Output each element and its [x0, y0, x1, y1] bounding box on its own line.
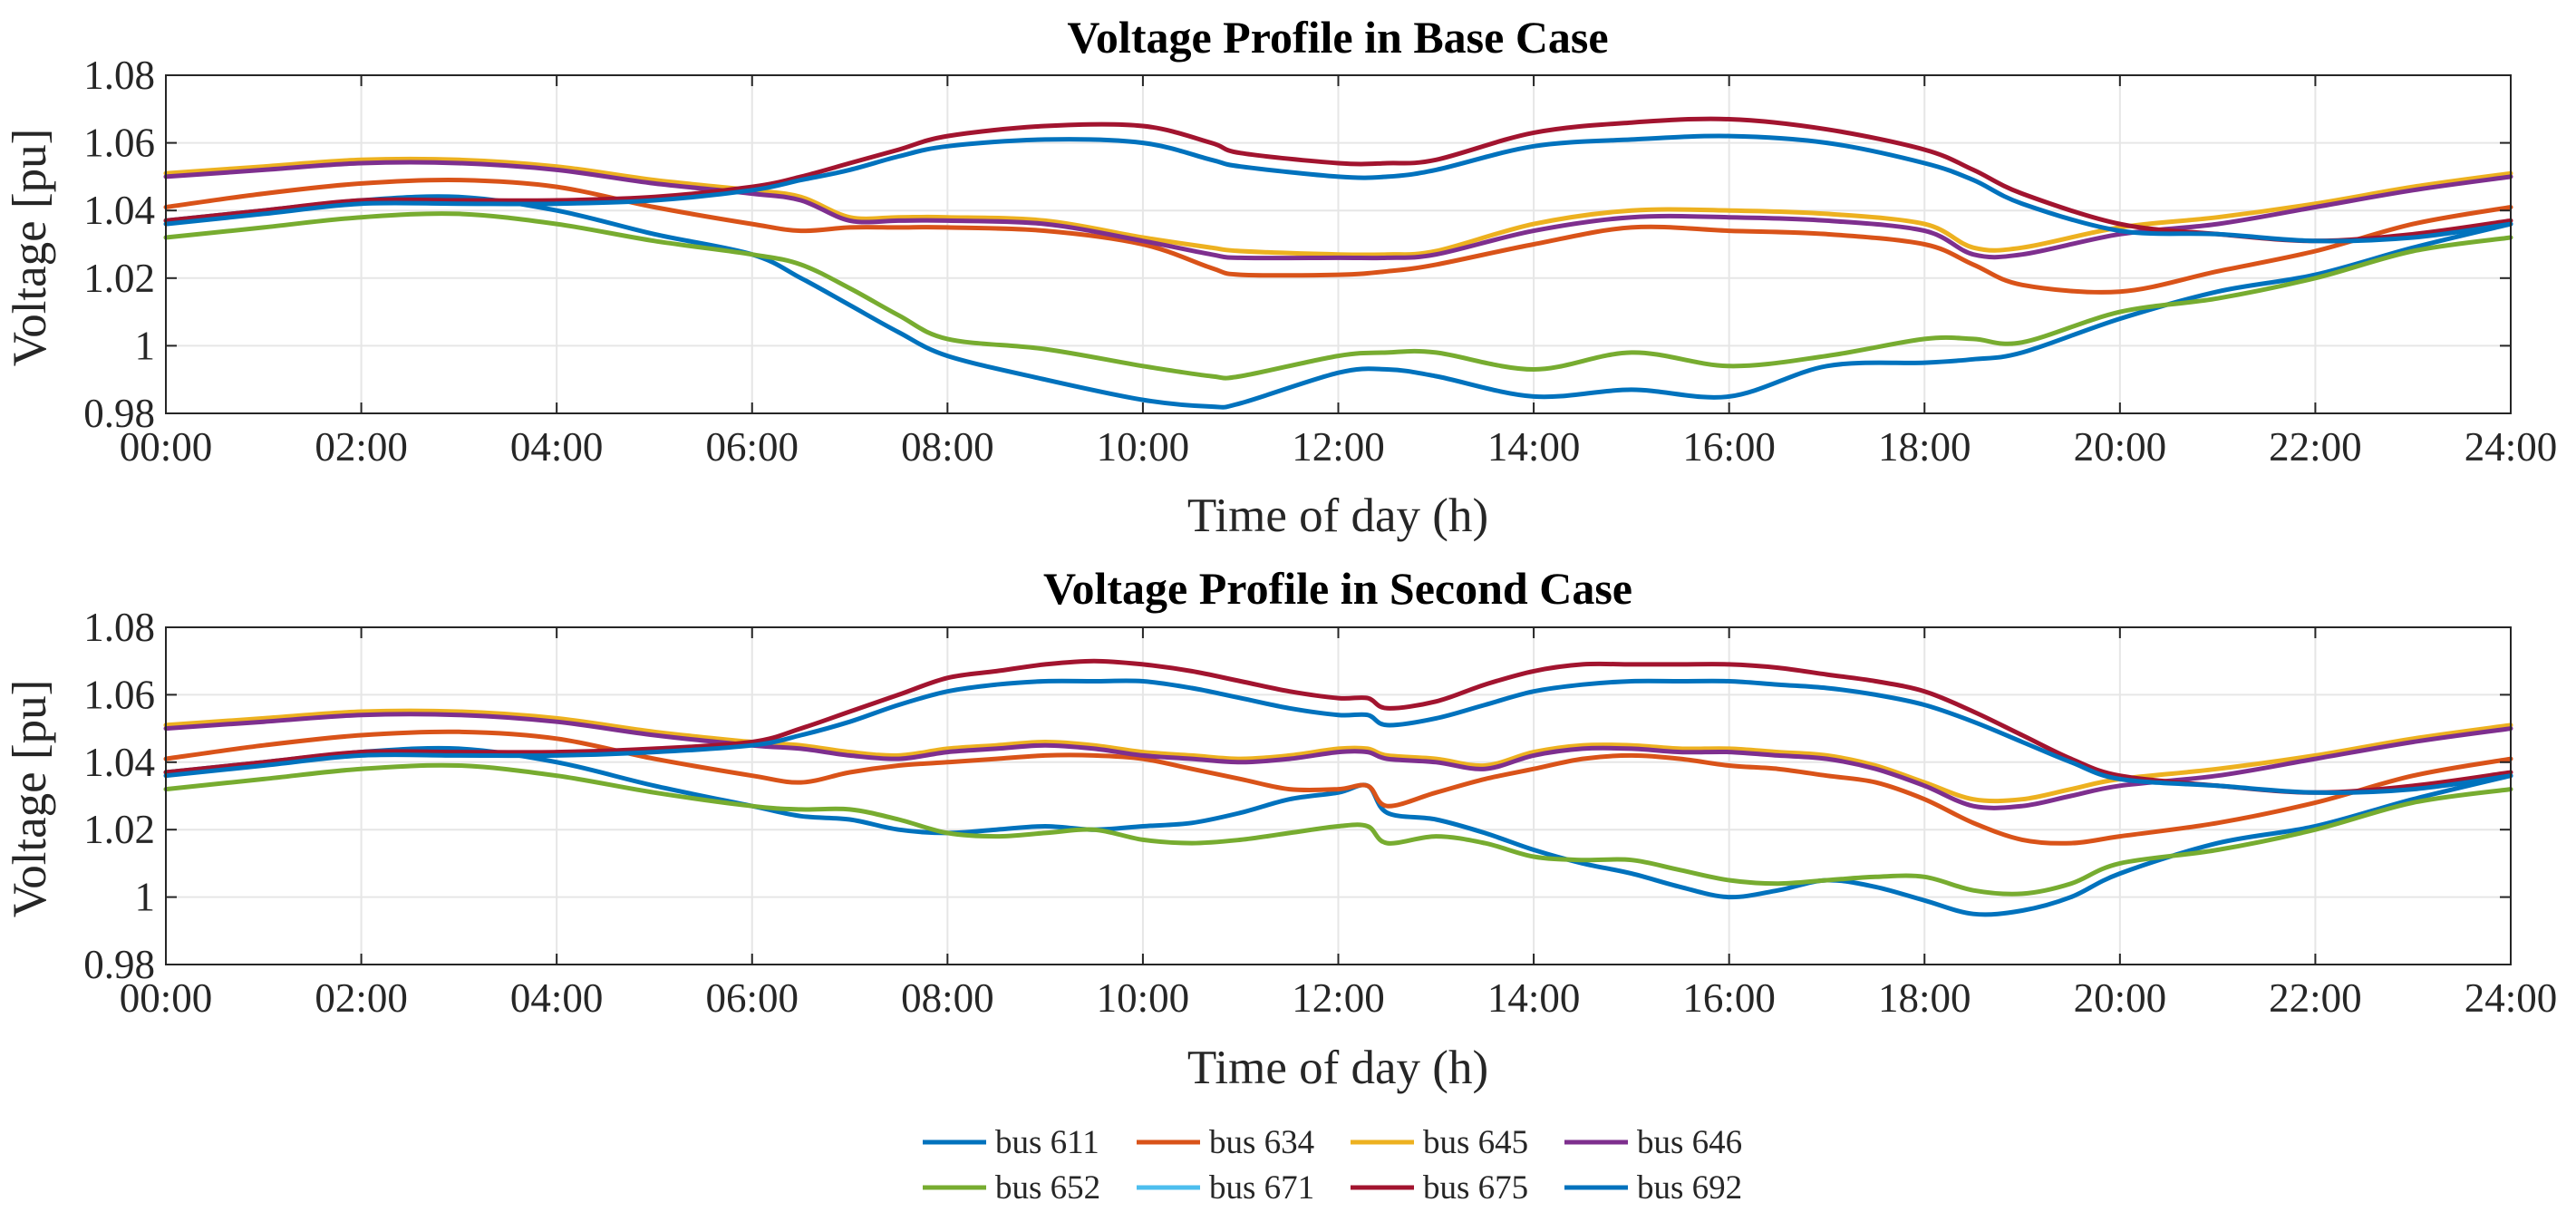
y-tick-label: 0.98	[83, 942, 155, 987]
y-tick-label: 1.08	[83, 53, 155, 98]
x-tick-label: 14:00	[1487, 424, 1581, 470]
legend-box	[908, 1112, 1762, 1211]
x-tick-label: 24:00	[2465, 424, 2558, 470]
y-tick-label: 0.98	[83, 391, 155, 436]
y-tick-label: 1.06	[83, 672, 155, 717]
x-axis-label: Time of day (h)	[1187, 1042, 1488, 1094]
chart-legend: bus 611 bus 634 bus 645 bus 646 bus 652 bus 6…	[908, 1112, 1762, 1211]
y-tick-label: 1	[135, 323, 156, 368]
x-tick-label: 04:00	[510, 424, 604, 470]
y-tick-label: 1.02	[83, 807, 155, 852]
x-tick-label: 08:00	[901, 975, 994, 1021]
series-line-bus-675	[163, 116, 2513, 244]
series-line-bus-652	[163, 211, 2513, 381]
x-tick-label: 06:00	[705, 424, 799, 470]
series-line-bus-692	[163, 678, 2513, 795]
y-axis-label: Voltage [pu]	[4, 680, 56, 918]
y-tick-label: 1.04	[83, 740, 155, 785]
x-tick-label: 20:00	[2074, 975, 2167, 1021]
chart-panel-second-case: Voltage Profile in Second Case 00:00 02:0…	[4, 563, 2557, 1094]
y-tick-label: 1.06	[83, 121, 155, 166]
y-axis-label: Voltage [pu]	[4, 129, 56, 367]
x-tick-label: 04:00	[510, 975, 604, 1021]
x-tick-label: 14:00	[1487, 975, 1581, 1021]
chart-title: Voltage Profile in Base Case	[1067, 12, 1608, 63]
series-lines	[163, 116, 2513, 410]
legend-label: bus 645	[1423, 1124, 1528, 1161]
x-tick-label: 20:00	[2074, 424, 2167, 470]
y-tick-label: 1.08	[83, 605, 155, 650]
y-tick-label: 1.02	[83, 256, 155, 301]
grid-lines	[165, 626, 2512, 965]
x-tick-label: 16:00	[1682, 424, 1776, 470]
legend-label: bus 634	[1209, 1124, 1314, 1161]
x-tick-label: 10:00	[1097, 424, 1190, 470]
series-line-bus-634	[163, 729, 2513, 846]
series-line-bus-634	[163, 177, 2513, 295]
legend-label: bus 611	[995, 1124, 1099, 1161]
chart-panel-base-case: Voltage Profile in Base Case 00:00 02:00 0…	[4, 12, 2557, 542]
x-tick-label: 18:00	[1878, 975, 1971, 1021]
x-tick-label: 00:00	[120, 975, 213, 1021]
chart-title: Voltage Profile in Second Case	[1043, 563, 1632, 614]
legend-label: bus 646	[1637, 1124, 1742, 1161]
series-line-bus-645	[163, 156, 2513, 257]
x-tick-label: 02:00	[315, 424, 408, 470]
x-tick-label: 12:00	[1292, 424, 1385, 470]
legend-label: bus 692	[1637, 1169, 1742, 1207]
y-tick-label: 1	[135, 875, 156, 920]
x-tick-label: 22:00	[2269, 424, 2362, 470]
x-tick-label: 06:00	[705, 975, 799, 1021]
x-tick-label: 12:00	[1292, 975, 1385, 1021]
axis-ticks: 00:00 02:00 04:00 06:00 08:00 10:00 12:00 14:00…	[83, 53, 2557, 470]
series-line-bus-675	[163, 658, 2513, 795]
x-tick-label: 10:00	[1097, 975, 1190, 1021]
series-lines	[163, 658, 2513, 917]
axis-ticks: 00:00 02:00 04:00 06:00 08:00 10:00 12:00 14:00…	[83, 605, 2557, 1021]
x-tick-label: 02:00	[315, 975, 408, 1021]
grid-lines	[165, 74, 2512, 414]
x-tick-label: 24:00	[2465, 975, 2558, 1021]
legend-label: bus 671	[1209, 1169, 1314, 1207]
series-line-bus-652	[163, 762, 2513, 897]
x-tick-label: 08:00	[901, 424, 994, 470]
y-tick-label: 1.04	[83, 188, 155, 233]
x-tick-label: 16:00	[1682, 975, 1776, 1021]
series-line-bus-646	[163, 712, 2513, 810]
series-line-bus-611	[163, 194, 2513, 410]
series-line-bus-645	[163, 708, 2513, 804]
x-tick-label: 00:00	[120, 424, 213, 470]
x-tick-label: 18:00	[1878, 424, 1971, 470]
series-line-bus-646	[163, 160, 2513, 261]
series-line-bus-692	[163, 133, 2513, 244]
x-axis-label: Time of day (h)	[1187, 490, 1488, 542]
legend-label: bus 675	[1423, 1169, 1528, 1207]
x-tick-label: 22:00	[2269, 975, 2362, 1021]
legend-label: bus 652	[995, 1169, 1100, 1207]
